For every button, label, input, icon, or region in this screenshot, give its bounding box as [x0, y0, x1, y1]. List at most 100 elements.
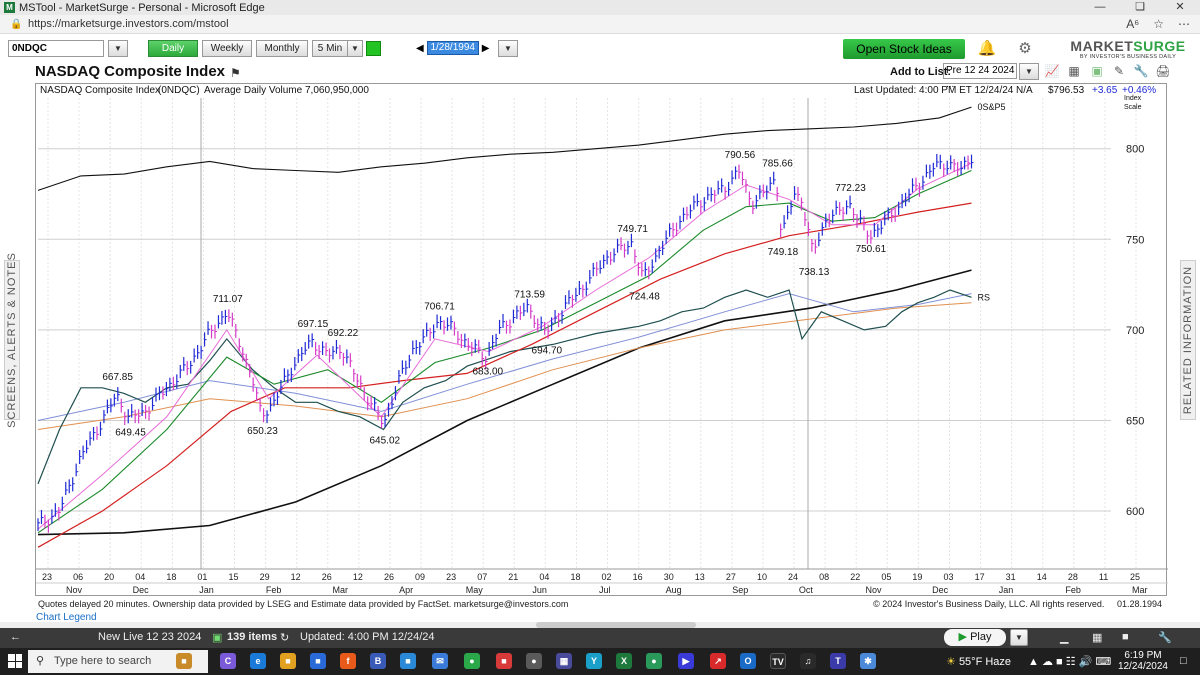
status-indicator[interactable]: [366, 41, 381, 56]
chart-app-icon[interactable]: ↗: [710, 653, 726, 669]
x-month-label: Aug: [666, 585, 682, 595]
x-month-label: Jan: [199, 585, 214, 595]
refresh-icon[interactable]: ↻: [280, 632, 290, 644]
scrollbar-thumb[interactable]: [536, 622, 696, 628]
weather-widget[interactable]: ☀ 55°F Haze: [946, 655, 1011, 668]
period-weekly-button[interactable]: Weekly: [202, 40, 252, 57]
intraday-dropdown-button[interactable]: ▼: [347, 40, 363, 57]
x-tick-label: 23: [42, 572, 52, 582]
search-placeholder: Type here to search: [54, 655, 152, 667]
x-month-label: Jun: [532, 585, 547, 595]
chart-area[interactable]: NASDAQ Composite Index (0NDQC) Average D…: [35, 83, 1168, 597]
browser-app-icon[interactable]: ■: [400, 653, 416, 669]
x-month-label: Feb: [1065, 585, 1081, 595]
minimize-icon[interactable]: —: [1094, 1, 1106, 13]
chrome-app-icon[interactable]: ●: [464, 653, 480, 669]
calculator-app-icon[interactable]: ▦: [556, 653, 572, 669]
excel-app-icon[interactable]: X: [616, 653, 632, 669]
media-app-icon[interactable]: ▶: [678, 653, 694, 669]
address-bar[interactable]: 🔒 https://marketsurge.investors.com/msto…: [0, 15, 1200, 34]
footer-copyright: © 2024 Investor's Business Daily, LLC. A…: [873, 599, 1105, 609]
draw-icon[interactable]: ✎: [1113, 64, 1125, 78]
system-tray-icons[interactable]: ▲ ☁ ■ ☷ 🔊 ⌨: [1028, 656, 1112, 668]
play-button[interactable]: ▶ Play: [944, 629, 1006, 646]
symbol-input[interactable]: 0NDQC: [8, 40, 104, 57]
y-app-icon[interactable]: Y: [586, 653, 602, 669]
x-tick-label: 19: [912, 572, 922, 582]
taskbar-clock[interactable]: 6:19 PM 12/24/2024: [1118, 650, 1168, 672]
list-tools-icon[interactable]: 🔧: [1158, 632, 1172, 644]
browser-titlebar: M MSTool - MarketSurge - Personal - Micr…: [0, 0, 1200, 15]
period-monthly-button[interactable]: Monthly: [256, 40, 308, 57]
sp500-label: 0S&P5: [978, 102, 1006, 112]
notification-icon[interactable]: □: [1180, 655, 1187, 667]
x-month-label: Oct: [799, 585, 814, 595]
period-daily-button[interactable]: Daily: [148, 40, 198, 57]
screens-alerts-notes-tab[interactable]: SCREENS, ALERTS & NOTES: [4, 252, 20, 428]
date-prev-icon[interactable]: ◀: [416, 42, 424, 54]
info-change-pct: +0.46%: [1122, 85, 1157, 96]
symbol-dropdown-button[interactable]: ▼: [108, 40, 128, 57]
edge-app-icon[interactable]: e: [250, 653, 266, 669]
flag-icon[interactable]: ⚑: [230, 66, 241, 80]
lock-icon[interactable]: 🔒: [10, 18, 23, 30]
chart-info-bar: NASDAQ Composite Index (0NDQC) Average D…: [36, 84, 1166, 111]
screen-icon[interactable]: ▣: [1091, 64, 1103, 78]
bell-icon[interactable]: 🔔: [977, 40, 997, 57]
date-field[interactable]: 1/28/1994: [426, 41, 479, 55]
close-icon[interactable]: ✕: [1175, 1, 1185, 13]
info-last-updated: Last Updated: 4:00 PM ET 12/24/24: [854, 85, 1014, 96]
view-grid-icon[interactable]: ▦: [1092, 632, 1103, 644]
marketsurge-logo: MARKETSURGE BY INVESTOR'S BUSINESS DAILY: [1063, 38, 1193, 60]
open-stock-ideas-button[interactable]: Open Stock Ideas: [843, 39, 965, 59]
taskbar-search[interactable]: ⚲ Type here to search: [28, 650, 208, 673]
tools-icon[interactable]: 🔧: [1133, 64, 1149, 78]
view-screen-icon[interactable]: ■: [1122, 631, 1129, 643]
firefox-app-icon[interactable]: f: [340, 653, 356, 669]
horizontal-scrollbar[interactable]: [0, 622, 1200, 628]
chart-type-icon[interactable]: 📈: [1044, 64, 1060, 78]
add-to-list-label: Add to List:: [890, 66, 952, 78]
windows-start-icon[interactable]: [8, 654, 22, 668]
price-annotation: 750.61: [856, 244, 887, 255]
add-to-list-select[interactable]: Pre 12 24 2024 ...: [943, 63, 1017, 90]
list-name[interactable]: New Live 12 23 2024: [98, 631, 202, 643]
view-list-icon[interactable]: ▁: [1060, 632, 1069, 644]
copilot-app-icon[interactable]: C: [220, 653, 236, 669]
game-app-icon[interactable]: ●: [526, 653, 542, 669]
slack-app-icon[interactable]: ✱: [860, 653, 876, 669]
price-chart[interactable]: 800 750 700 650 600 23 06 20 04 18 01 15 29 12 26 12 26 0…: [36, 84, 1168, 597]
related-information-tab[interactable]: RELATED INFORMATION: [1180, 260, 1196, 420]
print-icon[interactable]: 🖨: [1155, 64, 1171, 78]
add-to-list-dropdown-button[interactable]: ▼: [1019, 63, 1039, 80]
play-dropdown-button[interactable]: ▼: [1010, 629, 1028, 646]
file-explorer-icon[interactable]: ■: [280, 653, 296, 669]
period-5min-button[interactable]: 5 Min: [312, 40, 348, 57]
x-tick-label: 05: [881, 572, 891, 582]
chart-legend-link[interactable]: Chart Legend: [36, 612, 97, 623]
tiktok-app-icon[interactable]: ♫: [800, 653, 816, 669]
outlook-app-icon[interactable]: O: [740, 653, 756, 669]
list-icon: ▣: [212, 632, 223, 644]
briefcase-app-icon[interactable]: ■: [176, 653, 192, 669]
list-next-icon[interactable]: →: [192, 631, 203, 643]
tradingview-app-icon[interactable]: TV: [770, 653, 786, 669]
teams-app-icon[interactable]: T: [830, 653, 846, 669]
layout-icon[interactable]: ▦: [1068, 64, 1080, 78]
list-prev-icon[interactable]: ←: [10, 631, 21, 643]
url-text[interactable]: https://marketsurge.investors.com/mstool: [28, 18, 229, 30]
store-app-icon[interactable]: ■: [310, 653, 326, 669]
date-dropdown-button[interactable]: ▼: [498, 40, 518, 57]
read-aloud-icon[interactable]: A⁶: [1126, 17, 1140, 31]
price-annotation: 645.02: [370, 435, 401, 446]
favorites-icon[interactable]: ☆: [1153, 17, 1164, 31]
restore-icon[interactable]: ❏: [1135, 1, 1145, 13]
green-app-icon[interactable]: ●: [646, 653, 662, 669]
date-next-icon[interactable]: ▶: [481, 42, 490, 54]
gear-icon[interactable]: ⚙: [1018, 40, 1032, 57]
mail-app-icon[interactable]: ✉: [432, 653, 448, 669]
b-app-icon[interactable]: B: [370, 653, 386, 669]
list-updated: Updated: 4:00 PM 12/24/24: [300, 631, 435, 643]
more-icon[interactable]: ⋯: [1178, 17, 1190, 31]
red-app-icon[interactable]: ■: [496, 653, 512, 669]
